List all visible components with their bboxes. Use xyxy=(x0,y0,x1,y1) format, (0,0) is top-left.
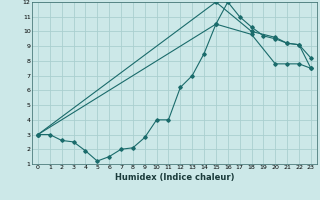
X-axis label: Humidex (Indice chaleur): Humidex (Indice chaleur) xyxy=(115,173,234,182)
